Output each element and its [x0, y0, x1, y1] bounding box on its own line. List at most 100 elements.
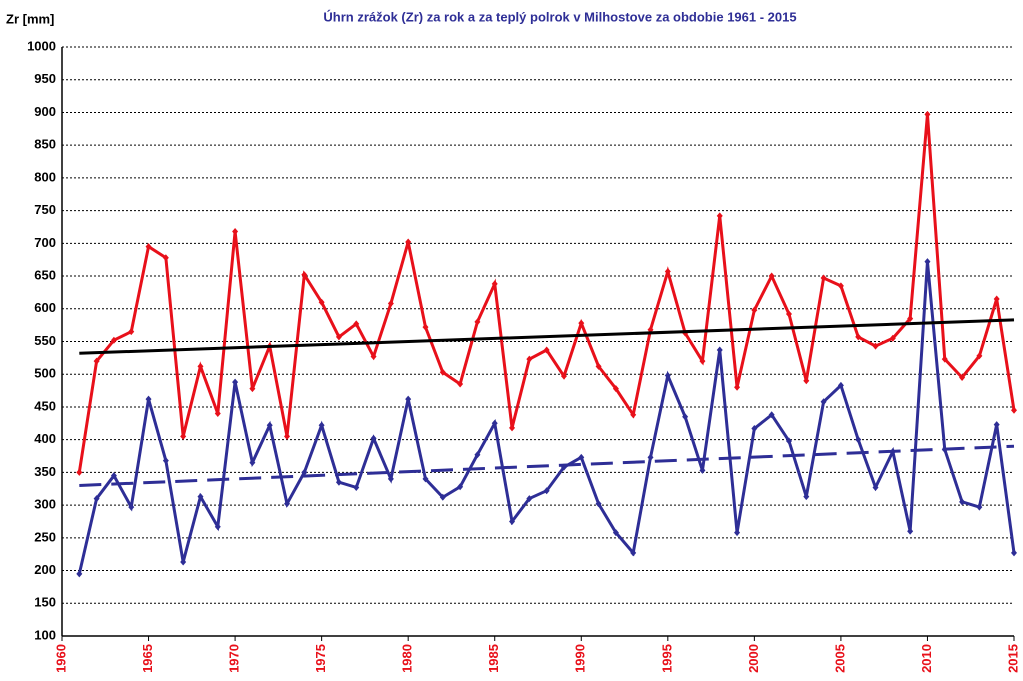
- point-marker: [924, 110, 931, 118]
- point-marker: [699, 466, 706, 474]
- point-marker: [110, 336, 117, 344]
- point-marker: [162, 457, 169, 465]
- y-tick-label: 200: [34, 562, 56, 577]
- point-marker: [959, 373, 966, 381]
- point-marker: [803, 493, 810, 501]
- point-marker: [93, 495, 100, 503]
- series-line: [79, 444, 1015, 487]
- x-tick-label: 1995: [659, 644, 674, 673]
- point-marker: [959, 498, 966, 506]
- point-marker: [387, 300, 394, 308]
- point-marker: [335, 478, 342, 486]
- point-marker: [509, 424, 516, 432]
- point-marker: [716, 346, 723, 354]
- x-tick-label: 2015: [1005, 644, 1020, 673]
- point-marker: [422, 475, 429, 483]
- point-marker: [976, 503, 983, 511]
- point-marker: [837, 381, 844, 389]
- y-tick-label: 550: [34, 333, 56, 348]
- point-marker: [509, 517, 516, 525]
- point-marker: [474, 318, 481, 326]
- point-marker: [128, 503, 135, 511]
- point-marker: [197, 493, 204, 501]
- point-marker: [76, 570, 83, 578]
- point-marker: [837, 282, 844, 290]
- point-marker: [647, 453, 654, 461]
- point-marker: [214, 409, 221, 417]
- x-tick-label: 1990: [573, 644, 588, 673]
- point-marker: [612, 529, 619, 537]
- point-marker: [474, 451, 481, 459]
- point-marker: [405, 395, 412, 403]
- point-marker: [110, 472, 117, 480]
- y-tick-label: 250: [34, 529, 56, 544]
- point-marker: [630, 411, 637, 419]
- point-marker: [855, 436, 862, 444]
- point-marker: [405, 238, 412, 246]
- point-marker: [612, 385, 619, 393]
- y-tick-label: 700: [34, 235, 56, 250]
- y-tick-label: 300: [34, 497, 56, 512]
- series-line: [77, 114, 1016, 473]
- y-tick-label: 400: [34, 431, 56, 446]
- point-marker: [734, 529, 741, 537]
- y-tick-label: 150: [34, 595, 56, 610]
- point-marker: [353, 320, 360, 328]
- point-marker: [716, 212, 723, 220]
- point-marker: [907, 315, 914, 323]
- y-tick-label: 850: [34, 137, 56, 152]
- point-marker: [301, 468, 308, 476]
- point-marker: [266, 421, 273, 429]
- point-marker: [335, 333, 342, 341]
- point-marker: [318, 421, 325, 429]
- point-marker: [232, 378, 239, 386]
- point-marker: [526, 495, 533, 503]
- y-tick-label: 100: [34, 627, 56, 642]
- point-marker: [907, 527, 914, 535]
- point-marker: [543, 346, 550, 354]
- y-tick-label: 650: [34, 267, 56, 282]
- point-marker: [993, 295, 1000, 303]
- point-marker: [820, 274, 827, 282]
- x-tick-label: 1980: [400, 644, 415, 673]
- point-marker: [214, 523, 221, 531]
- point-marker: [439, 493, 446, 501]
- point-marker: [682, 413, 689, 421]
- y-tick-label: 800: [34, 169, 56, 184]
- y-tick-label: 600: [34, 300, 56, 315]
- point-marker: [664, 372, 671, 380]
- point-marker: [318, 298, 325, 306]
- point-marker: [180, 432, 187, 440]
- chart-title: Úhrn zrážok (Zr) za rok a za teplý polro…: [323, 9, 796, 24]
- point-marker: [543, 487, 550, 495]
- point-marker: [630, 549, 637, 557]
- point-marker: [993, 421, 1000, 429]
- point-marker: [941, 355, 948, 363]
- y-axis-label: Zr [mm]: [6, 11, 54, 26]
- x-tick-label: 1965: [140, 644, 155, 673]
- point-marker: [751, 425, 758, 433]
- point-marker: [803, 377, 810, 385]
- point-marker: [491, 280, 498, 288]
- point-marker: [1011, 406, 1017, 414]
- x-tick-label: 1970: [227, 644, 242, 673]
- point-marker: [855, 333, 862, 341]
- point-marker: [284, 432, 291, 440]
- point-marker: [595, 500, 602, 508]
- point-marker: [768, 272, 775, 280]
- point-marker: [820, 398, 827, 406]
- point-marker: [889, 334, 896, 342]
- point-marker: [526, 355, 533, 363]
- point-marker: [249, 459, 256, 467]
- point-marker: [664, 267, 671, 275]
- point-marker: [145, 395, 152, 403]
- point-marker: [785, 437, 792, 445]
- x-tick-label: 2005: [832, 644, 847, 673]
- point-marker: [162, 254, 169, 262]
- point-marker: [457, 483, 464, 491]
- point-marker: [353, 483, 360, 491]
- point-marker: [93, 357, 100, 365]
- point-marker: [370, 353, 377, 361]
- point-marker: [145, 243, 152, 251]
